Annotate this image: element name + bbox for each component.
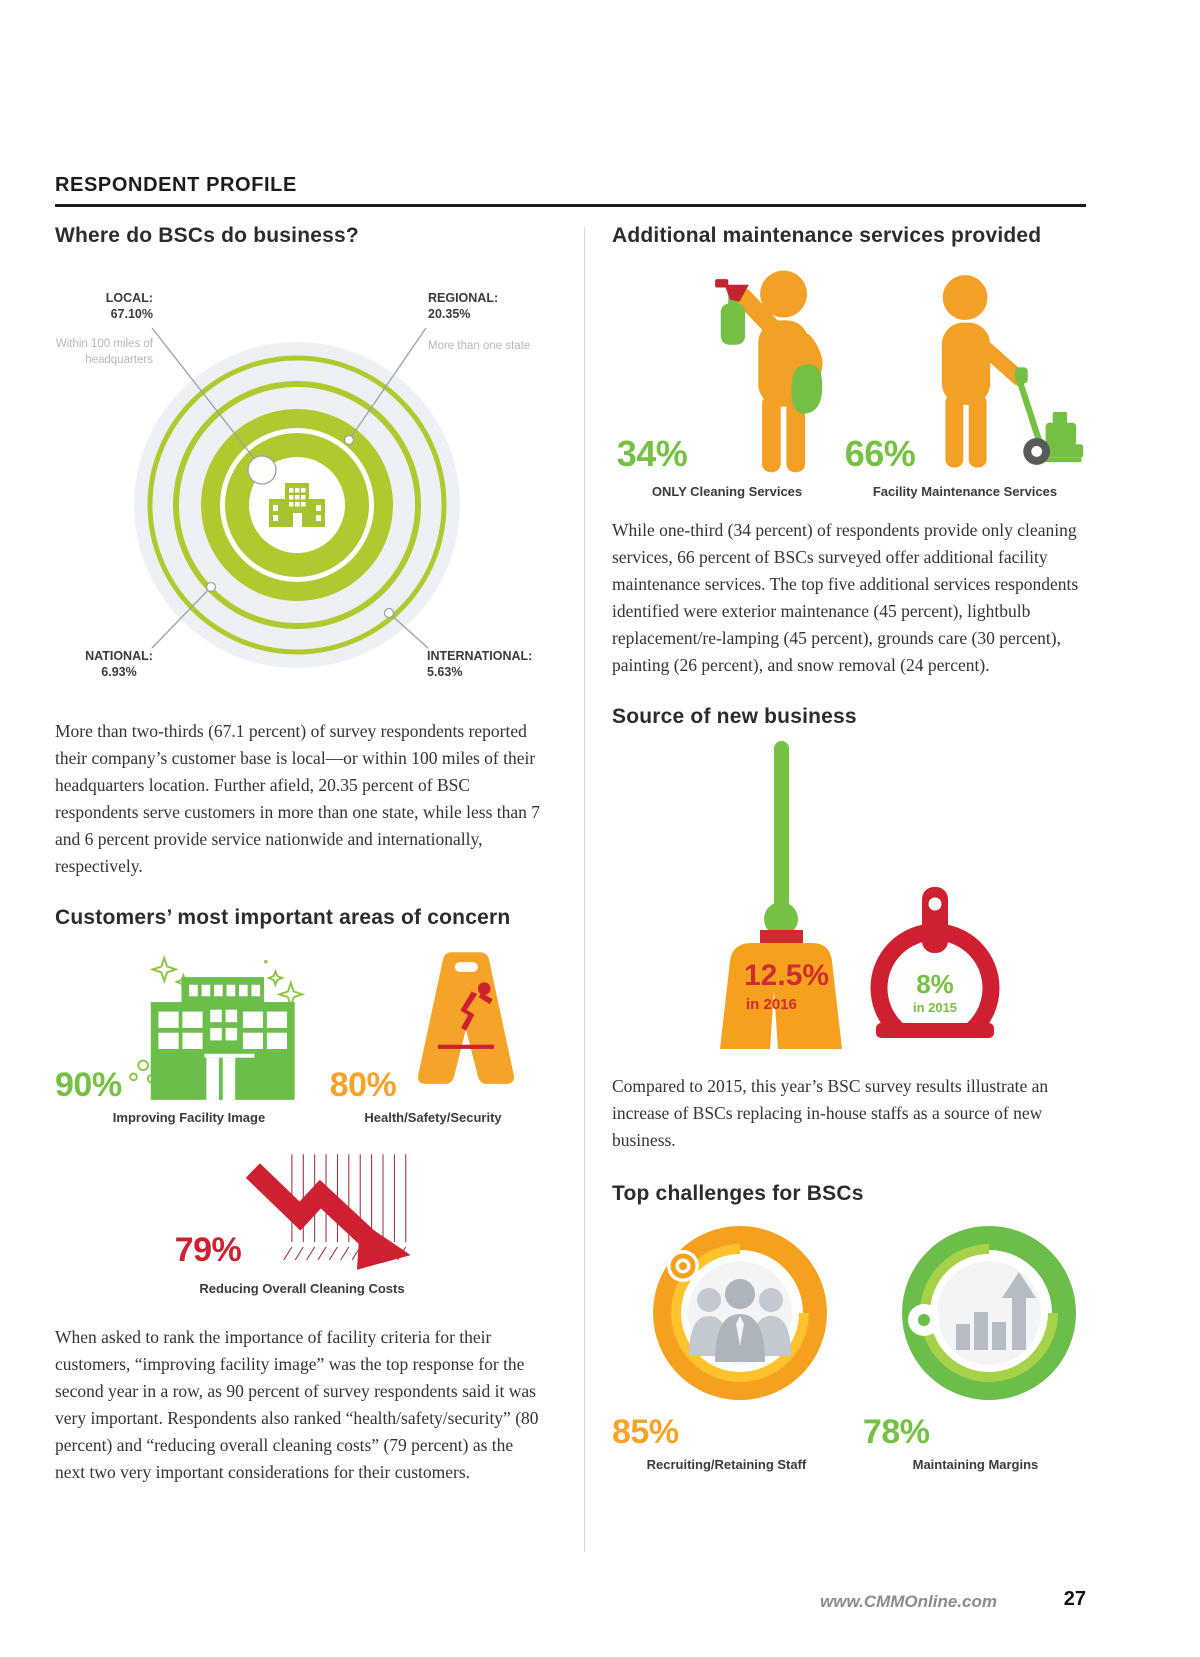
callout-regional: REGIONAL: 20.35% — [428, 291, 499, 322]
stat-only-cleaning: 34% — [612, 264, 842, 499]
recruiting-badge — [653, 1226, 828, 1400]
broom-dustpan-graphic: 12.5% in 2016 8% in 2015 — [720, 741, 1004, 1051]
headquarters-building-icon — [269, 483, 325, 527]
services-paragraph: While one-third (34 percent) of responde… — [612, 520, 1079, 675]
section-heading-services: Additional maintenance services provided — [612, 224, 1042, 247]
margins-chart-icon — [956, 1272, 1037, 1350]
callout-international: INTERNATIONAL: 5.63% — [427, 649, 533, 680]
svg-text:8%: 8% — [916, 969, 954, 999]
stat-health-safety-security: 80% Health/Safety/Security — [323, 944, 543, 1125]
stat-value: 78% — [862, 1413, 930, 1451]
stat-value: 90% — [55, 1066, 122, 1104]
section-heading-concerns: Customers’ most important areas of conce… — [55, 906, 511, 929]
cleaner-person-icon — [715, 270, 823, 473]
maintenance-person-icon — [942, 275, 1084, 468]
regional-marker — [343, 434, 355, 446]
business-radius-chart: LOCAL: 67.10% Within 100 miles of headqu… — [55, 260, 547, 712]
stat-label: Facility Maintenance Services — [872, 484, 1058, 499]
wet-floor-sign-icon — [418, 952, 515, 1084]
facility-building-icon — [128, 954, 305, 1100]
callout-regional-note: More than one state — [428, 340, 531, 352]
stat-maintaining-margins: 78% Maintaining Margins — [863, 1224, 1088, 1472]
header-rule — [55, 204, 1086, 207]
new-business-paragraph: Compared to 2015, this year’s BSC survey… — [612, 1076, 1049, 1150]
svg-text:12.5%: 12.5% — [744, 959, 829, 992]
stat-label: Maintaining Margins — [912, 1457, 1039, 1472]
declining-costs-arrow-icon — [246, 1154, 411, 1270]
stat-label: Recruiting/Retaining Staff — [646, 1457, 807, 1472]
stat-value: 79% — [174, 1231, 242, 1269]
radius-rings-graphic — [134, 327, 460, 668]
stat-recruiting-staff: 85% Recruiting/Retaining Staff — [612, 1224, 841, 1472]
stat-value: 85% — [612, 1413, 679, 1451]
concerns-paragraph: When asked to rank the importance of fac… — [55, 1327, 539, 1482]
stat-value: 34% — [616, 433, 688, 474]
broom-icon: 12.5% in 2016 — [720, 741, 842, 1049]
column-divider — [584, 227, 585, 1552]
stat-label: ONLY Cleaning Services — [651, 484, 803, 499]
international-marker — [383, 607, 395, 619]
svg-text:in 2016: in 2016 — [746, 996, 797, 1013]
page-kicker: RESPONDENT PROFILE — [55, 174, 297, 196]
svg-text:in 2015: in 2015 — [913, 1000, 957, 1015]
local-marker — [247, 455, 277, 485]
callout-national: NATIONAL: 6.93% — [85, 649, 153, 680]
stat-label: Improving Facility Image — [112, 1110, 266, 1125]
challenges-row: 85% Recruiting/Retaining Staff 78% — [612, 1224, 1088, 1472]
right-column: Additional maintenance services provided… — [612, 224, 1088, 1472]
where-business-paragraph: More than two-thirds (67.1 percent) of s… — [55, 721, 541, 876]
left-column: Where do BSCs do business? — [55, 224, 547, 1486]
margins-badge — [902, 1226, 1077, 1400]
national-marker — [205, 581, 217, 593]
footer-website-link[interactable]: www.CMMOnline.com — [820, 1592, 997, 1611]
stat-label: Health/Safety/Security — [364, 1110, 502, 1125]
stat-label: Reducing Overall Cleaning Costs — [199, 1281, 405, 1296]
footer-page-number: 27 — [1063, 1588, 1086, 1610]
section-heading-challenges: Top challenges for BSCs — [612, 1182, 864, 1205]
callout-local: LOCAL: 67.10% — [105, 291, 153, 322]
section-heading-where-business: Where do BSCs do business? — [55, 224, 359, 247]
callout-local-note: Within 100 miles of headquarters — [55, 338, 153, 367]
concern-stats-row: 90% — [55, 944, 547, 1125]
stat-value: 80% — [329, 1066, 397, 1104]
stat-reducing-cleaning-costs: 79% Reduc — [167, 1151, 437, 1296]
dustpan-icon: 8% in 2015 — [866, 887, 1004, 1051]
stat-facility-maintenance: 66% — [842, 264, 1088, 499]
section-heading-new-business: Source of new business — [612, 705, 857, 728]
callout-lines — [151, 327, 429, 649]
stat-value: 66% — [844, 433, 916, 474]
stat-improving-facility-image: 90% — [55, 950, 323, 1125]
staff-people-icon — [689, 1279, 792, 1362]
services-row: 34% — [612, 264, 1088, 499]
